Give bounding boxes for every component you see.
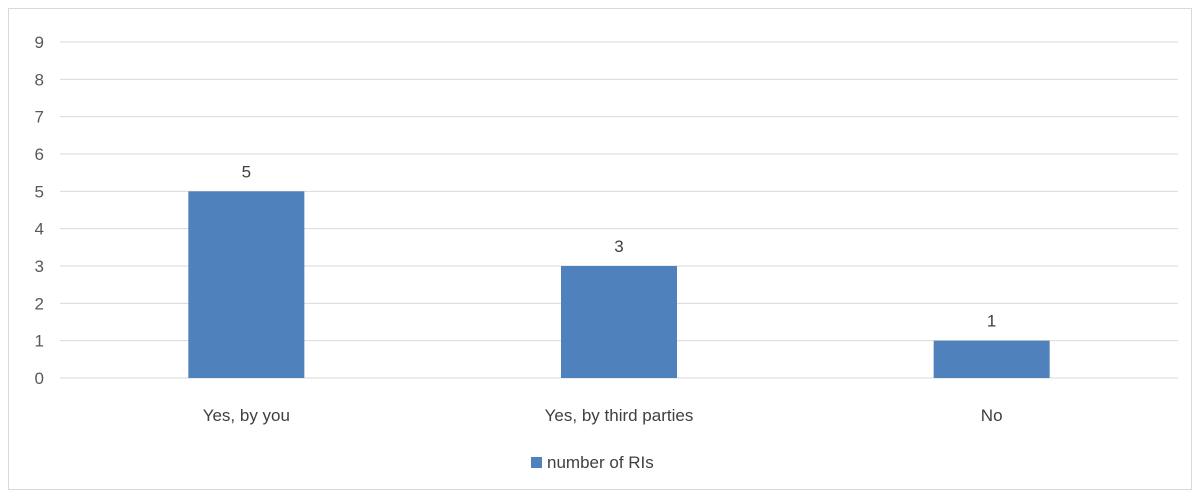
bars bbox=[188, 191, 1050, 378]
y-tick-label: 6 bbox=[35, 145, 44, 164]
data-labels: 5 3 1 bbox=[242, 162, 997, 330]
y-tick-label: 0 bbox=[35, 369, 44, 388]
y-tick-label: 1 bbox=[35, 332, 44, 351]
x-axis-categories: Yes, by you Yes, by third parties No bbox=[203, 406, 1003, 425]
legend-swatch bbox=[531, 457, 542, 468]
bar-2 bbox=[933, 340, 1050, 378]
y-tick-label: 5 bbox=[35, 182, 44, 201]
y-tick-label: 2 bbox=[35, 294, 44, 313]
bar-0 bbox=[188, 191, 305, 378]
bar-1 bbox=[561, 266, 677, 378]
data-label: 3 bbox=[614, 237, 623, 256]
y-tick-label: 4 bbox=[35, 220, 44, 239]
legend-label: number of RIs bbox=[547, 453, 654, 472]
x-category-label: Yes, by third parties bbox=[545, 406, 694, 425]
data-label: 5 bbox=[242, 162, 251, 181]
y-tick-label: 3 bbox=[35, 257, 44, 276]
y-axis-ticks: 0 1 2 3 4 5 6 7 8 9 bbox=[35, 33, 44, 388]
x-category-label: No bbox=[981, 406, 1003, 425]
y-tick-label: 9 bbox=[35, 33, 44, 52]
legend: number of RIs bbox=[531, 453, 654, 472]
y-tick-label: 8 bbox=[35, 70, 44, 89]
data-label: 1 bbox=[987, 312, 996, 331]
x-category-label: Yes, by you bbox=[203, 406, 290, 425]
y-tick-label: 7 bbox=[35, 108, 44, 127]
